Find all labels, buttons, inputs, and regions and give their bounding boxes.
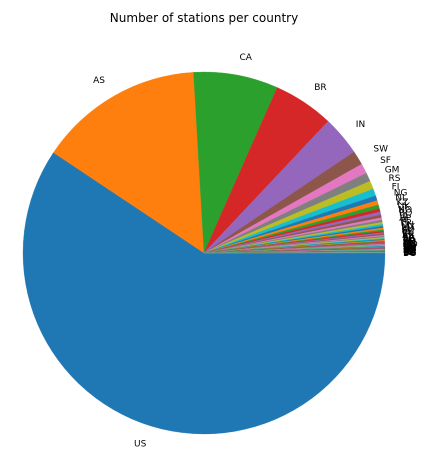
pie-label-th: TH <box>402 243 415 253</box>
pie-label-mx: MX <box>401 222 415 232</box>
pie-label-uk: UK <box>398 202 412 212</box>
pie-label-as: AS <box>93 76 105 86</box>
pie-label-po: PO <box>403 246 416 256</box>
pie-label-kz: KZ <box>397 198 409 208</box>
pie-label-ag: AG <box>403 239 416 249</box>
pie-label-be: BE <box>403 246 415 256</box>
pie-label-ez: EZ <box>402 227 414 237</box>
pie-label-gr: GR <box>403 236 416 246</box>
pie-label-sp: SP <box>400 214 412 224</box>
pie-label-hu: HU <box>403 238 416 248</box>
pie-labels: US AS CA BR IN SW SFGMRSFINGNLKZUKNORQJASPITFR… <box>93 53 418 450</box>
pie-label-ic: IC <box>403 247 412 257</box>
pie-label-ir: IR <box>402 230 411 240</box>
pie-slices <box>22 71 386 435</box>
pie-label-pk: PK <box>403 235 415 245</box>
pie-label-su: SU <box>403 249 415 259</box>
pie-label-br: BR <box>314 83 326 93</box>
pie-label-sa: SA <box>403 233 416 243</box>
pie-label-nl: NL <box>395 194 407 204</box>
pie-label-ja: JA <box>399 211 409 221</box>
pie-label-in: IN <box>356 120 365 130</box>
pie-label-au: AU <box>403 246 416 256</box>
pie-label-co: CO <box>403 241 416 251</box>
pie-label-ke: KE <box>403 248 415 258</box>
pie-label-ug: UG <box>403 248 417 258</box>
pie-label-da: DA <box>403 245 417 255</box>
pie-label-sf: SF <box>380 156 391 166</box>
pie-label-gm: GM <box>385 166 400 176</box>
pie-label-ci: CI <box>402 232 411 242</box>
pie-label-pe: PE <box>403 241 414 251</box>
pie-label-eg: EG <box>403 234 416 244</box>
pie-label-ve: VE <box>403 242 415 252</box>
pie-label-ch: CH <box>401 220 414 230</box>
pie-label-ca: CA <box>240 53 253 63</box>
pie-label-ks: KS <box>403 245 415 255</box>
pie-slice-us <box>22 152 386 435</box>
pie-label-no: NO <box>398 205 412 215</box>
pie-label-bg: BG <box>403 249 416 259</box>
pie-label-tu: TU <box>401 229 414 239</box>
pie-label-us: US <box>134 440 147 450</box>
pie-label-mo: MO <box>403 240 418 250</box>
pie-label-ng: NG <box>394 189 408 199</box>
pie-label-sw: SW <box>373 144 388 154</box>
pie-label-fi: FI <box>392 182 400 192</box>
pie-label-vm: VM <box>403 244 417 254</box>
pie-label-au: AU <box>402 226 415 236</box>
pie-label-rs: RS <box>389 174 401 184</box>
pie-label-ei: EI <box>403 247 411 257</box>
pie-label-nz: NZ <box>403 245 416 255</box>
pie-slice-as <box>53 72 205 254</box>
pie-label-ro: RO <box>403 237 416 247</box>
pie-label-et: ET <box>403 248 415 258</box>
pie-label-tz: TZ <box>402 248 415 258</box>
pie-label-id: ID <box>403 243 413 253</box>
pie-label-fr: FR <box>401 218 412 228</box>
chart-title: Number of stations per country <box>110 11 298 25</box>
pie-label-my: MY <box>403 244 417 254</box>
pie-label-ar: AR <box>402 231 414 241</box>
pie-label-it: IT <box>400 216 409 226</box>
pie-label-bl: BL <box>403 239 414 249</box>
pie-label-rq: RQ <box>399 209 412 219</box>
pie-label-lu: LU <box>403 247 414 257</box>
pie-label-pl: PL <box>402 224 412 234</box>
